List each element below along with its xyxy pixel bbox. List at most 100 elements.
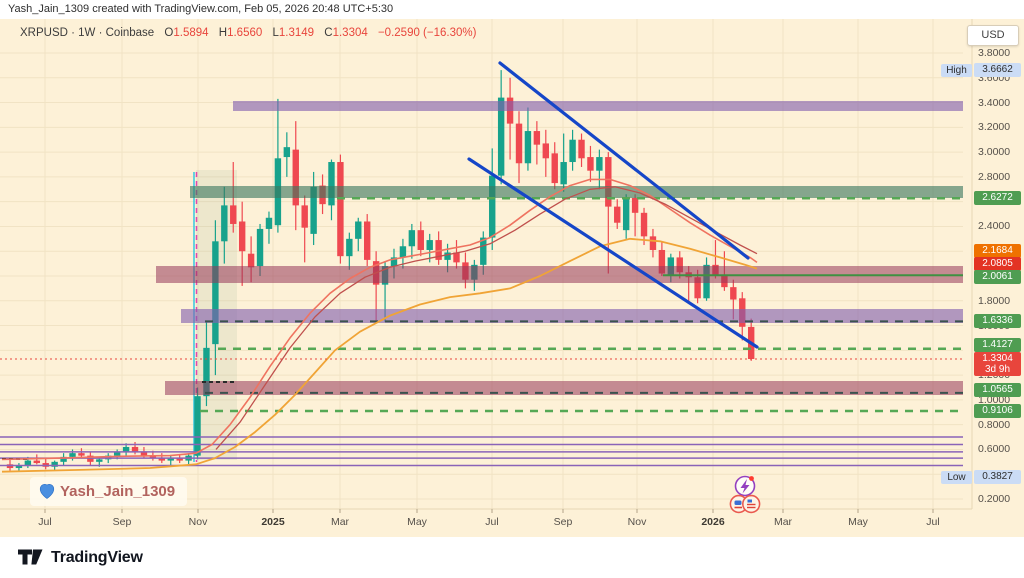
price-level-chip: 3.6662	[974, 63, 1021, 77]
candle-body	[551, 153, 558, 184]
zone-1.05	[165, 381, 963, 395]
candle-body	[69, 453, 76, 457]
duel-right-glyph	[747, 499, 752, 503]
candle-body	[480, 237, 487, 265]
candle-body	[489, 175, 496, 238]
candle-body	[622, 197, 630, 231]
channel-trendline-lower	[467, 157, 759, 349]
candle-body	[292, 149, 299, 206]
candle-body	[533, 131, 541, 145]
watermark-username: Yash_Jain_1309	[60, 483, 176, 500]
candle-body	[355, 221, 362, 239]
candle-body	[640, 212, 648, 237]
price-level-chip: 1.6336	[974, 314, 1021, 328]
notification-dot-icon	[749, 476, 754, 481]
price-tick-label: 0.6000	[978, 443, 1011, 456]
candle-body	[113, 451, 121, 456]
candle-body	[631, 197, 639, 213]
candle-body	[24, 460, 32, 466]
time-label-month: Jul	[926, 516, 940, 528]
candle-body	[131, 446, 139, 452]
current-price-chip: 1.3304 3d 9h	[974, 351, 1021, 376]
ohlc-open: O1.5894	[164, 27, 209, 39]
currency-toggle-button[interactable]: USD	[967, 25, 1019, 46]
candle-body	[51, 461, 58, 467]
tradingview-logo-icon	[18, 549, 43, 565]
symbol-title[interactable]: XRPUSD · 1W · Coinbase	[20, 27, 155, 39]
tradingview-logo-text: TradingView	[51, 548, 143, 566]
candle-body	[390, 257, 398, 267]
zone-3.40	[233, 101, 963, 111]
candle-body	[605, 157, 612, 207]
candle-body	[399, 246, 407, 258]
candle-body	[435, 240, 442, 260]
candle-body	[364, 221, 371, 260]
candle-body	[569, 139, 576, 163]
price-tick-label: 2.8000	[978, 170, 1011, 183]
time-label-month: Jul	[38, 516, 52, 528]
candle-body	[542, 143, 549, 159]
candle-body	[453, 252, 460, 263]
candle-body	[310, 186, 317, 234]
ohlc-close: C1.3304	[324, 27, 368, 39]
candle-body	[230, 205, 237, 224]
zone-1.63	[181, 309, 963, 323]
candle-body	[346, 238, 353, 257]
candle-body	[194, 396, 201, 456]
time-label-month: May	[407, 516, 427, 528]
candle-body	[596, 157, 603, 171]
price-axis[interactable]: 3.8000 3.6000 3.4000 3.2000 3.0000 2.8000 2.40…	[973, 19, 1024, 509]
heart-icon	[39, 483, 55, 499]
candle-body	[524, 131, 532, 164]
price-tick-label: 0.8000	[978, 418, 1011, 431]
time-label-month: Mar	[330, 516, 350, 528]
candle-body	[122, 446, 130, 452]
time-label-month: Sep	[112, 516, 132, 528]
price-tick-label: 3.4000	[978, 96, 1011, 109]
price-level-chip: 0.3827	[974, 470, 1021, 484]
price-level-chip: 2.6272	[974, 191, 1021, 205]
time-label-year: 2026	[701, 516, 725, 528]
time-label-month: Nov	[627, 516, 647, 528]
candle-body	[515, 123, 523, 164]
candle-body	[60, 456, 67, 462]
time-label-month: Mar	[773, 516, 793, 528]
candle-body	[247, 253, 255, 268]
change-readout: −0.2590 (−16.30%)	[377, 27, 477, 39]
ma-slow	[1, 237, 758, 473]
price-tick-label: 0.2000	[978, 492, 1011, 505]
candle-body	[658, 249, 666, 274]
time-label-month: Nov	[188, 516, 208, 528]
candle-body	[283, 147, 291, 158]
candle-body	[417, 230, 424, 250]
candle-body	[328, 162, 335, 206]
price-tick-label: 1.8000	[978, 294, 1011, 307]
price-level-chip: 2.0061	[974, 270, 1021, 284]
candle-body	[676, 257, 683, 273]
candle-body	[212, 241, 219, 345]
candle-body	[578, 139, 585, 159]
candle-body	[203, 347, 210, 397]
time-axis[interactable]: Jul Sep Nov 2025 Mar May Jul Sep Nov 2026 Mar May Ju…	[0, 509, 973, 537]
time-label-month: Sep	[553, 516, 573, 528]
tradingview-logo[interactable]: TradingView	[18, 549, 143, 567]
candle-body	[337, 162, 344, 257]
symbol-legend[interactable]: XRPUSD · 1W · Coinbase O1.5894 H1.6560 L…	[20, 27, 483, 39]
candle-body	[78, 453, 85, 456]
candle-body	[649, 236, 657, 250]
price-tick-label: 3.2000	[978, 121, 1011, 134]
channel-trendline-upper	[498, 61, 750, 260]
price-tick-label: 3.8000	[978, 47, 1011, 59]
duel-left-glyph	[734, 500, 742, 505]
candle-body	[497, 97, 505, 176]
high-marker-chip: High	[941, 63, 972, 77]
price-level-chip: 2.0805	[974, 257, 1021, 271]
candle-body	[614, 206, 621, 223]
zone-2.00	[156, 266, 963, 283]
ohlc-high: H1.6560	[218, 27, 263, 39]
footer-bar: TradingView	[0, 537, 1024, 578]
candle-body	[730, 287, 737, 300]
candle-body	[33, 460, 40, 464]
